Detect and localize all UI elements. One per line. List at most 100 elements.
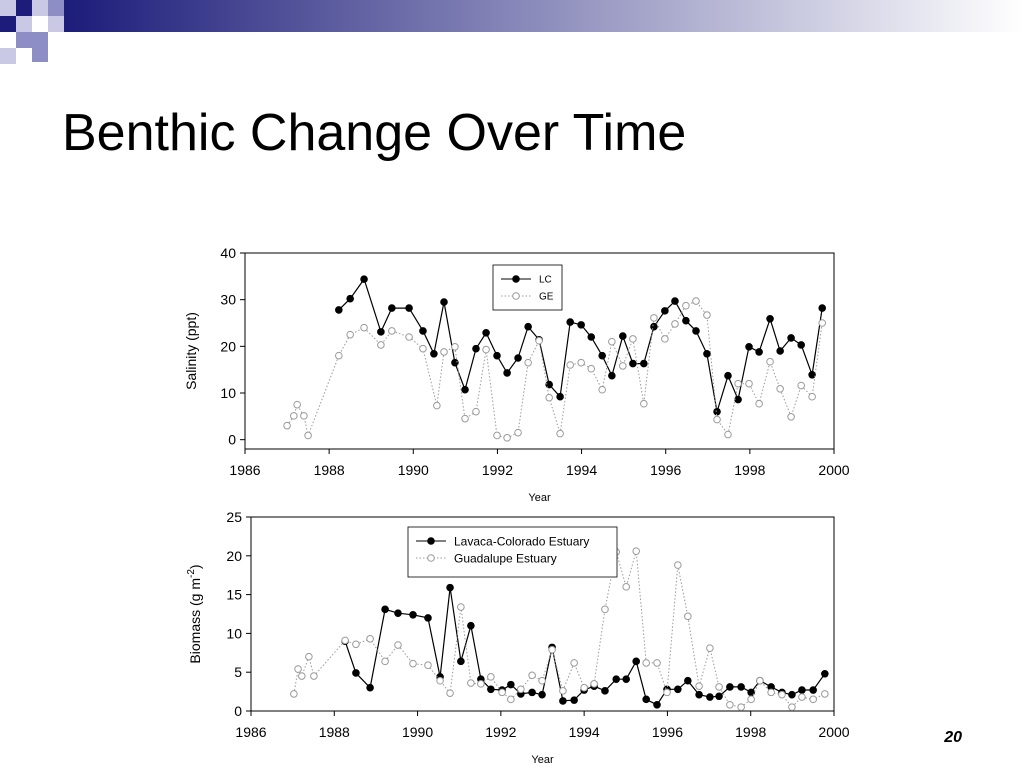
data-point	[461, 385, 469, 394]
data-point	[461, 414, 469, 423]
data-point	[451, 343, 459, 351]
data-point	[674, 561, 682, 569]
series-line	[293, 550, 826, 708]
data-point	[619, 362, 627, 370]
data-point	[695, 690, 703, 699]
page-number: 20	[943, 729, 962, 746]
data-point	[366, 683, 374, 692]
x-tick-label: 1994	[569, 724, 600, 740]
data-point	[598, 351, 606, 360]
data-point	[538, 676, 546, 685]
data-point	[821, 669, 829, 678]
data-point	[608, 371, 616, 380]
data-point	[587, 333, 596, 341]
slide-decoration	[0, 0, 1024, 64]
data-point	[556, 429, 564, 438]
x-tick-label: 2000	[818, 724, 849, 740]
data-point	[776, 347, 784, 355]
data-point	[388, 327, 396, 335]
data-point	[821, 690, 829, 698]
data-point	[394, 609, 402, 618]
y-tick-label: 15	[226, 587, 242, 603]
data-point	[467, 621, 475, 630]
data-point	[381, 657, 389, 666]
y-axis-label-part: -2	[186, 569, 197, 578]
data-point	[737, 683, 745, 691]
x-axis-label: Year	[528, 492, 551, 504]
data-point	[622, 583, 631, 591]
plot-frame	[250, 516, 835, 712]
data-point	[514, 354, 522, 362]
data-point	[498, 688, 506, 697]
x-tick-label: 1998	[734, 462, 765, 478]
data-point	[341, 636, 349, 645]
y-tick-label: 20	[226, 548, 242, 564]
data-point	[577, 321, 585, 329]
slide-title: Benthic Change Over Time	[62, 104, 686, 162]
data-point	[818, 304, 827, 312]
data-point	[440, 298, 448, 306]
data-point	[715, 692, 723, 701]
data-point	[684, 676, 692, 685]
data-point	[788, 703, 796, 711]
x-tick-label: 1990	[398, 462, 429, 478]
data-point	[756, 676, 764, 685]
data-point	[559, 687, 567, 695]
x-tick-label: 1988	[319, 724, 350, 740]
data-point	[467, 679, 475, 687]
data-point	[808, 392, 816, 401]
data-point	[798, 686, 806, 694]
data-point	[608, 337, 616, 346]
data-point	[734, 379, 742, 388]
series-line	[286, 300, 823, 439]
data-point	[293, 400, 301, 409]
data-point	[629, 359, 637, 368]
data-point	[706, 693, 714, 701]
data-point	[556, 392, 564, 401]
data-point	[755, 348, 763, 356]
data-point	[419, 327, 427, 335]
data-point	[629, 335, 637, 343]
data-point	[528, 671, 536, 680]
data-point	[487, 685, 495, 694]
data-point	[424, 614, 432, 622]
legend-box	[492, 264, 563, 311]
data-point	[507, 680, 515, 689]
data-point	[766, 315, 774, 323]
data-point	[640, 359, 648, 368]
data-point	[405, 333, 413, 341]
data-point	[737, 703, 745, 711]
data-point	[446, 689, 454, 697]
y-tick-label: 25	[226, 509, 242, 525]
data-point	[661, 307, 669, 315]
data-point	[335, 306, 343, 314]
data-point	[566, 318, 575, 326]
x-tick-label: 1992	[482, 462, 513, 478]
data-point	[545, 393, 553, 402]
data-point	[703, 350, 711, 358]
data-point	[671, 297, 679, 305]
data-point	[472, 344, 480, 353]
data-point	[601, 687, 609, 695]
plot-frame	[244, 252, 835, 450]
legend-label: GE	[539, 292, 554, 303]
data-point	[300, 412, 308, 420]
data-point	[570, 659, 578, 667]
data-point	[477, 680, 485, 688]
data-point	[503, 369, 511, 377]
data-point	[366, 635, 374, 643]
data-point	[528, 688, 536, 697]
data-point	[747, 695, 755, 704]
data-point	[283, 421, 291, 430]
legend-label: LC	[539, 275, 552, 286]
data-point	[352, 669, 360, 677]
data-point	[671, 320, 679, 328]
data-point	[472, 407, 480, 416]
data-point	[692, 327, 700, 335]
data-point	[298, 672, 306, 680]
x-tick-label: 1986	[229, 462, 260, 478]
x-tick-label: 1996	[652, 724, 683, 740]
data-point	[706, 644, 714, 652]
legend-marker	[512, 292, 520, 300]
y-tick-label: 10	[220, 385, 236, 401]
